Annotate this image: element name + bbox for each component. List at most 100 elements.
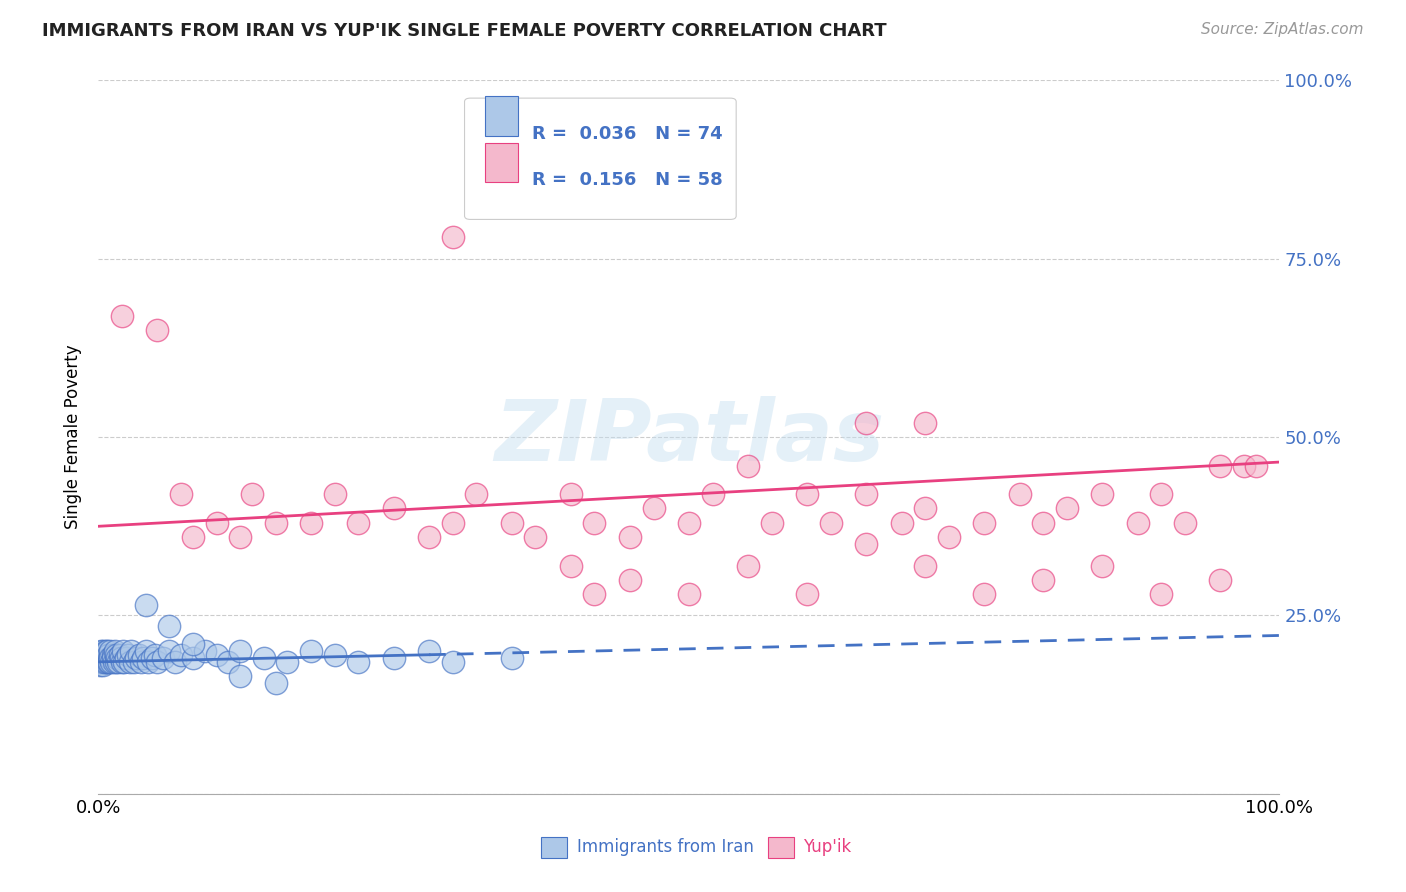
Point <box>103 655 125 669</box>
Point <box>1150 587 1173 601</box>
Point <box>1209 458 1232 473</box>
Point <box>112 655 135 669</box>
Point <box>347 516 370 530</box>
Point <box>129 655 152 669</box>
Point <box>170 648 193 662</box>
Point <box>229 669 252 683</box>
Point <box>94 644 117 658</box>
Text: ZIPatlas: ZIPatlas <box>494 395 884 479</box>
Point <box>678 516 700 530</box>
Point <box>101 651 124 665</box>
Point <box>737 458 759 473</box>
Point <box>107 655 129 669</box>
Point <box>441 655 464 669</box>
Point <box>105 651 128 665</box>
Point <box>1174 516 1197 530</box>
Point <box>299 644 322 658</box>
Y-axis label: Single Female Poverty: Single Female Poverty <box>65 345 83 529</box>
Point <box>181 530 204 544</box>
Point <box>938 530 960 544</box>
Point <box>146 323 169 337</box>
Point <box>441 516 464 530</box>
Point <box>382 651 405 665</box>
Point <box>702 487 724 501</box>
Point <box>105 655 128 669</box>
Text: Source: ZipAtlas.com: Source: ZipAtlas.com <box>1201 22 1364 37</box>
Point <box>135 644 157 658</box>
Point <box>98 651 121 665</box>
Point <box>165 655 187 669</box>
Point <box>1008 487 1031 501</box>
Point <box>418 644 440 658</box>
Point <box>914 501 936 516</box>
Point <box>761 516 783 530</box>
Point <box>205 516 228 530</box>
Text: R =  0.156   N = 58: R = 0.156 N = 58 <box>531 171 723 189</box>
Point <box>141 651 163 665</box>
Point <box>132 651 155 665</box>
Text: Immigrants from Iran: Immigrants from Iran <box>576 838 754 856</box>
Point <box>96 651 118 665</box>
Point <box>111 309 134 323</box>
Point <box>855 416 877 430</box>
Point <box>152 651 174 665</box>
Point <box>643 501 665 516</box>
Point <box>94 655 117 669</box>
Point <box>264 676 287 690</box>
Point <box>93 648 115 662</box>
Point <box>101 648 124 662</box>
Point <box>181 651 204 665</box>
Point <box>91 658 114 673</box>
Text: Yup'ik: Yup'ik <box>803 838 852 856</box>
Point <box>90 651 112 665</box>
Point <box>91 648 114 662</box>
Point <box>98 651 121 665</box>
Point <box>136 655 159 669</box>
Point <box>90 644 112 658</box>
Point <box>560 558 582 573</box>
Point <box>240 487 263 501</box>
Point <box>89 658 111 673</box>
Point <box>194 644 217 658</box>
Point <box>583 587 606 601</box>
Point <box>890 516 912 530</box>
Point <box>125 651 148 665</box>
Point <box>347 655 370 669</box>
Point <box>678 587 700 601</box>
Point <box>524 530 547 544</box>
Point <box>91 644 114 658</box>
Point <box>91 651 114 665</box>
Point <box>229 530 252 544</box>
Point <box>914 416 936 430</box>
Point <box>914 558 936 573</box>
Point <box>181 637 204 651</box>
Point <box>108 648 131 662</box>
Point <box>323 487 346 501</box>
Point <box>737 558 759 573</box>
Text: IMMIGRANTS FROM IRAN VS YUP'IK SINGLE FEMALE POVERTY CORRELATION CHART: IMMIGRANTS FROM IRAN VS YUP'IK SINGLE FE… <box>42 22 887 40</box>
Point <box>855 537 877 551</box>
Point <box>560 487 582 501</box>
Point <box>1056 501 1078 516</box>
Point <box>465 487 488 501</box>
Point <box>93 651 115 665</box>
Point <box>112 644 135 658</box>
Point <box>583 516 606 530</box>
Point <box>128 648 150 662</box>
Point <box>100 655 122 669</box>
Point <box>114 651 136 665</box>
Point <box>855 487 877 501</box>
Point <box>98 644 121 658</box>
Point <box>105 648 128 662</box>
Point <box>157 644 180 658</box>
Point <box>97 655 120 669</box>
Point <box>1091 558 1114 573</box>
Point <box>1244 458 1267 473</box>
Point <box>122 655 145 669</box>
Point <box>501 651 523 665</box>
Point <box>96 644 118 658</box>
Point <box>820 516 842 530</box>
FancyBboxPatch shape <box>464 98 737 219</box>
Point <box>973 516 995 530</box>
Text: R =  0.036   N = 74: R = 0.036 N = 74 <box>531 125 723 143</box>
